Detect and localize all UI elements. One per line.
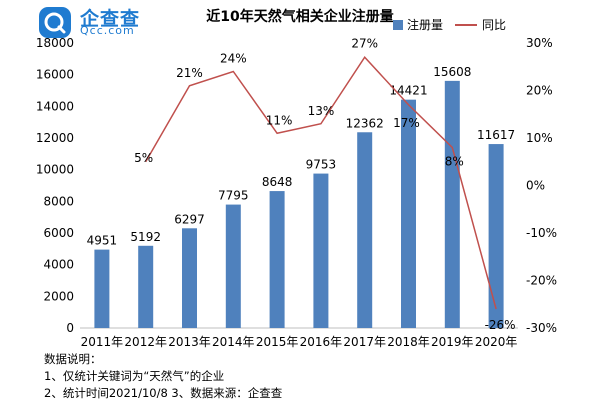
bar	[357, 132, 372, 328]
y-left-tick-label: 6000	[43, 226, 74, 240]
notes-line-2: 2、统计时间2021/10/8 3、数据来源：企查查	[44, 385, 282, 401]
legend-bar-label: 注册量	[407, 17, 443, 32]
x-tick-label: 2015年	[256, 335, 299, 349]
y-left-tick-label: 10000	[36, 163, 74, 177]
x-tick-label: 2012年	[124, 335, 167, 349]
y-right-tick-label: 10%	[526, 131, 553, 145]
y-left-tick-label: 12000	[36, 131, 74, 145]
notes-heading: 数据说明：	[44, 351, 102, 367]
y-left-tick-label: 18000	[36, 36, 74, 50]
yoy-value-label: 17%	[393, 116, 420, 130]
notes-line-1: 1、仅统计关键词为“天然气”的企业	[44, 368, 224, 384]
y-right-tick-label: -10%	[526, 226, 557, 240]
x-tick-label: 2020年	[475, 335, 518, 349]
y-left-tick-label: 16000	[36, 68, 74, 82]
yoy-value-label: 8%	[445, 155, 464, 169]
yoy-value-label: 21%	[176, 66, 203, 80]
yoy-value-label: 27%	[351, 36, 378, 50]
y-left-tick-label: 2000	[43, 289, 74, 303]
bar-value-label: 9753	[306, 158, 337, 172]
x-tick-label: 2011年	[81, 335, 124, 349]
y-right-tick-label: -30%	[526, 321, 557, 335]
y-left-tick-label: 4000	[43, 258, 74, 272]
legend-bar-swatch	[393, 20, 403, 30]
bar-value-label: 8648	[262, 175, 293, 189]
yoy-value-label: 24%	[220, 52, 247, 66]
yoy-value-label: 13%	[308, 104, 335, 118]
bar	[313, 174, 328, 328]
x-tick-label: 2013年	[168, 335, 211, 349]
bar	[182, 228, 197, 328]
bar-value-label: 5192	[130, 230, 161, 244]
y-left-tick-label: 0	[66, 321, 74, 335]
yoy-value-label: -26%	[485, 318, 516, 332]
y-right-tick-label: 0%	[526, 179, 545, 193]
x-tick-label: 2018年	[387, 335, 430, 349]
bar	[138, 246, 153, 328]
bar-value-label: 4951	[87, 234, 118, 248]
x-tick-label: 2019年	[431, 335, 474, 349]
y-right-tick-label: 20%	[526, 84, 553, 98]
bar-value-label: 12362	[346, 116, 384, 130]
bar	[270, 191, 285, 328]
bar-value-label: 15608	[433, 65, 471, 79]
x-tick-label: 2017年	[343, 335, 386, 349]
bar	[445, 81, 460, 328]
bar-value-label: 11617	[477, 128, 515, 142]
bar	[489, 144, 504, 328]
bar-value-label: 6297	[174, 212, 205, 226]
bar	[94, 250, 109, 328]
y-right-tick-label: -20%	[526, 274, 557, 288]
y-left-tick-label: 14000	[36, 99, 74, 113]
yoy-value-label: 11%	[266, 113, 293, 127]
x-tick-label: 2016年	[300, 335, 343, 349]
bar-value-label: 7795	[218, 189, 249, 203]
bar	[226, 205, 241, 328]
yoy-value-label: 5%	[134, 151, 153, 165]
bar	[401, 100, 416, 328]
legend-line-label: 同比	[482, 18, 506, 32]
x-tick-label: 2014年	[212, 335, 255, 349]
y-right-tick-label: 30%	[526, 36, 553, 50]
y-left-tick-label: 8000	[43, 194, 74, 208]
